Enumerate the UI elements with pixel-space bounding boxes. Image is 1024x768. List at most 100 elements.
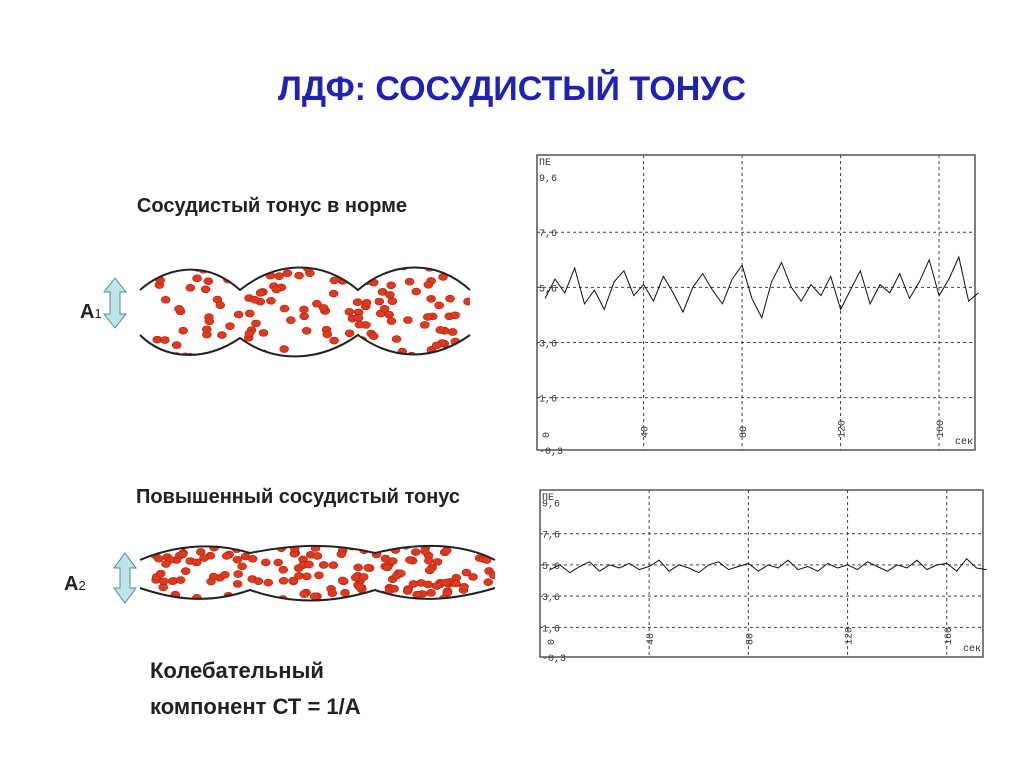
cell	[363, 563, 374, 572]
cell	[412, 590, 423, 599]
cell	[171, 341, 182, 349]
cell	[198, 358, 207, 365]
cell	[153, 554, 164, 563]
cell	[318, 561, 329, 569]
cell	[140, 352, 145, 357]
cell	[192, 260, 201, 267]
cell	[266, 297, 276, 305]
cell	[327, 589, 338, 598]
cell	[215, 301, 226, 309]
cell	[328, 289, 339, 298]
cell	[426, 295, 436, 303]
cell	[301, 326, 312, 335]
x-tick-label: 120	[845, 627, 856, 645]
cell	[163, 253, 172, 260]
x-tick-label: 0	[547, 639, 558, 645]
y-tick-label: -0,3	[542, 654, 566, 665]
cell	[435, 258, 444, 265]
cell	[354, 583, 365, 591]
x-tick-label: 40	[641, 426, 652, 438]
plot-frame	[539, 489, 984, 658]
cell	[352, 598, 363, 601]
cell	[343, 267, 354, 275]
cell	[286, 316, 296, 325]
cell	[430, 256, 439, 263]
cell	[200, 285, 211, 294]
cell	[336, 550, 347, 558]
cell	[282, 269, 293, 278]
x-tick-label: 80	[745, 633, 756, 645]
cell	[233, 310, 244, 319]
cell	[237, 562, 247, 571]
cell	[186, 260, 195, 267]
vessel	[137, 252, 472, 368]
y-tick-label: 3,6	[539, 339, 557, 350]
heading: Повышенный сосудистый тонус	[136, 486, 460, 508]
cell	[322, 330, 333, 339]
cell	[461, 361, 470, 368]
cell	[466, 601, 475, 608]
cell	[158, 545, 169, 549]
cell	[414, 360, 423, 367]
cell	[461, 568, 472, 577]
heading: Сосудистый тонус в норме	[137, 195, 407, 217]
y-tick-label: 9,6	[539, 174, 557, 185]
cell	[337, 576, 348, 585]
cell	[358, 573, 369, 581]
cell	[436, 351, 446, 357]
cell	[180, 567, 191, 575]
cell	[396, 569, 406, 578]
cell	[441, 546, 452, 555]
cell	[253, 267, 263, 268]
cell	[142, 350, 152, 357]
cell	[368, 332, 379, 340]
cell	[250, 295, 260, 304]
cell	[432, 558, 443, 566]
cell	[451, 579, 461, 588]
cell	[137, 252, 146, 259]
cell	[463, 275, 470, 284]
cell	[422, 313, 433, 321]
label: А	[80, 301, 94, 323]
cell	[443, 545, 454, 547]
arrow	[102, 277, 128, 329]
cell	[431, 341, 442, 350]
cell	[299, 590, 309, 598]
cell	[140, 351, 146, 357]
trace	[544, 255, 979, 320]
cell	[399, 597, 410, 601]
cell	[299, 305, 309, 314]
cell	[374, 297, 385, 306]
cell	[418, 537, 427, 544]
cell	[366, 257, 375, 264]
cell	[260, 558, 271, 567]
cell	[312, 299, 322, 308]
cell	[462, 356, 470, 357]
cell	[463, 260, 472, 267]
cell	[179, 545, 190, 548]
cell	[468, 573, 478, 581]
cell	[431, 538, 440, 545]
cell	[244, 309, 255, 318]
x-tick-label: 40	[646, 633, 657, 645]
y-tick-label: 3,6	[542, 593, 560, 604]
cell	[423, 580, 434, 589]
cell	[158, 577, 169, 586]
cell	[345, 352, 355, 357]
cell	[334, 355, 345, 357]
cell	[294, 572, 304, 580]
cell	[408, 598, 419, 601]
x-unit: сек	[955, 437, 973, 448]
title: ЛДФ: СОСУДИСТЫЙ ТОНУС	[278, 69, 746, 108]
cell	[288, 576, 299, 585]
cell	[177, 550, 188, 559]
cell	[273, 558, 283, 567]
cell	[258, 329, 269, 337]
x-tick-label: 0	[542, 432, 553, 438]
cell	[154, 545, 165, 547]
cell	[342, 253, 351, 260]
cell	[140, 590, 146, 599]
cell	[155, 569, 166, 578]
cell	[344, 307, 355, 316]
cell	[204, 317, 215, 326]
